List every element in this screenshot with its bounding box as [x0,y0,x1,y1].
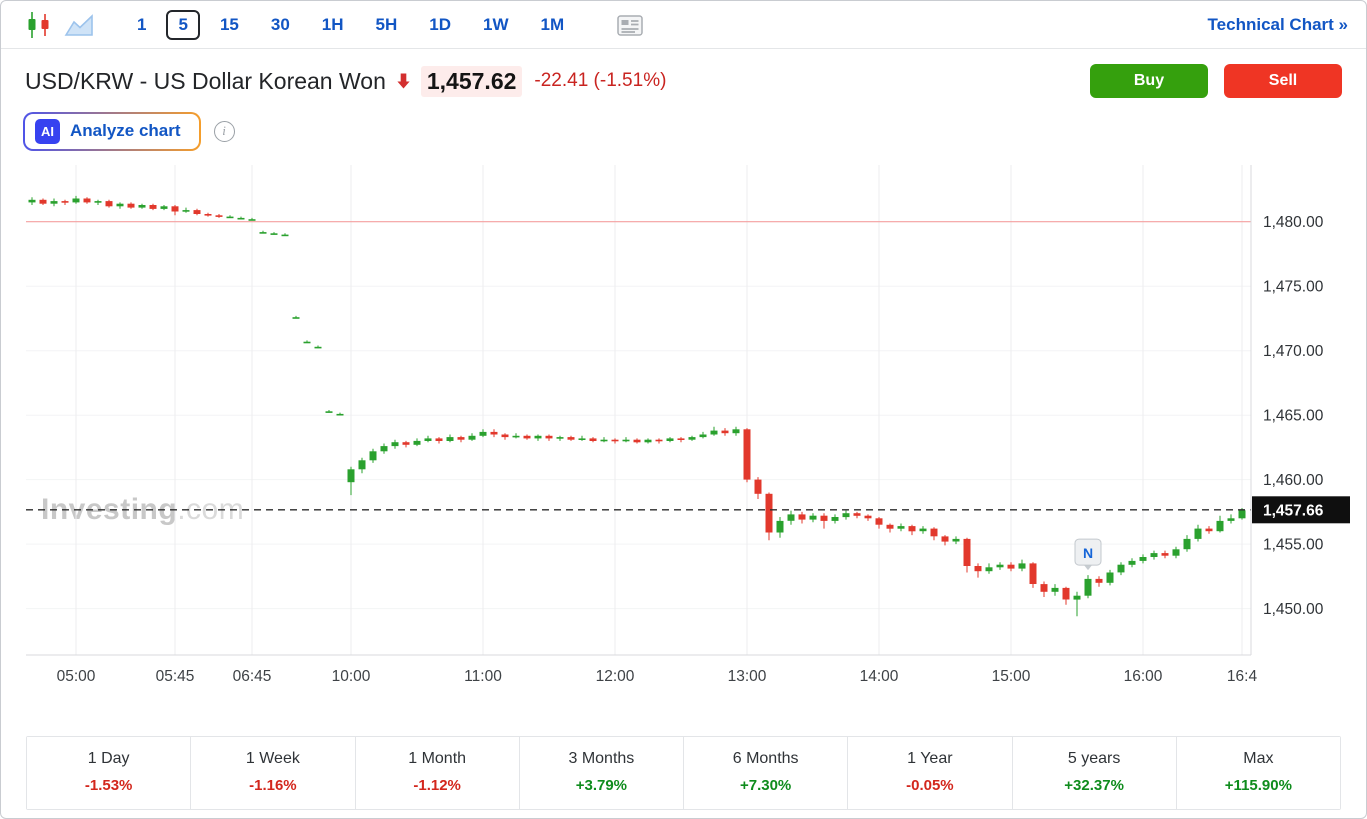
chart-toolbar: 1 5 15 30 1H 5H 1D 1W 1M Technical Chart » [1,1,1366,49]
performance-period-label: 1 Day [87,750,130,767]
svg-text:15:00: 15:00 [992,668,1031,685]
performance-cell[interactable]: 1 Month -1.12% [354,737,519,809]
performance-value: +3.79% [575,777,628,794]
performance-cell[interactable]: 5 years +32.37% [1011,737,1176,809]
interval-1-button[interactable]: 1 [137,14,147,34]
svg-text:16:4: 16:4 [1227,668,1258,685]
price-down-arrow-icon [396,72,411,90]
svg-text:13:00: 13:00 [728,668,767,685]
svg-text:1,455.00: 1,455.00 [1263,537,1324,554]
svg-text:1,480.00: 1,480.00 [1263,214,1324,231]
buy-button[interactable]: Buy [1090,64,1208,98]
svg-text:05:45: 05:45 [156,668,195,685]
news-marker-icon[interactable]: N [1074,538,1102,571]
performance-value: -0.05% [906,777,954,794]
performance-value: +32.37% [1064,777,1124,794]
svg-text:1,475.00: 1,475.00 [1263,279,1324,296]
instrument-title: USD/KRW - US Dollar Korean Won [25,67,386,94]
performance-cell[interactable]: 1 Day -1.53% [27,737,191,809]
performance-period-label: 3 Months [568,750,635,767]
performance-period-label: 1 Week [245,750,300,767]
svg-text:06:45: 06:45 [233,668,272,685]
interval-1W-button[interactable]: 1W [482,14,509,34]
news-icon[interactable] [610,7,650,43]
svg-text:16:00: 16:00 [1124,668,1163,685]
candlestick-chart[interactable]: 05:00 05:45 06:45 10:00 11:00 12:00 13:00 14:00… [26,165,1367,690]
performance-cell[interactable]: 1 Week -1.16% [190,737,355,809]
info-icon[interactable]: i [213,120,235,142]
performance-cell[interactable]: Max +115.90% [1175,737,1340,809]
performance-cell[interactable]: 6 Months +7.30% [683,737,848,809]
svg-text:1,460.00: 1,460.00 [1263,472,1324,489]
price-change: -22.41 (-1.51%) [534,70,667,91]
performance-value: -1.12% [413,777,461,794]
chart-area: Investing.com 05:00 05:45 06:45 10:00 11:00 1… [1,165,1366,710]
candlestick-chart-icon[interactable] [19,7,59,43]
svg-text:14:00: 14:00 [860,668,899,685]
svg-text:12:00: 12:00 [596,668,635,685]
performance-value: +7.30% [739,777,792,794]
performance-period-label: Max [1243,750,1274,767]
analyze-chart-button[interactable]: AI Analyze chart [23,111,201,151]
last-price: 1,457.62 [420,65,523,97]
svg-text:10:00: 10:00 [332,668,371,685]
interval-5-button[interactable]: 5 [166,9,200,40]
performance-strip: 1 Day -1.53% 1 Week -1.16% 1 Month -1.12% 3 Mo… [26,736,1341,810]
performance-period-label: 1 Year [907,750,953,767]
interval-buttons: 1 5 15 30 1H 5H 1D 1W 1M [125,9,576,40]
sell-button[interactable]: Sell [1224,64,1342,98]
performance-period-label: 5 years [1067,750,1121,767]
interval-1D-button[interactable]: 1D [429,14,451,34]
performance-period-label: 1 Month [408,750,467,767]
svg-text:1,450.00: 1,450.00 [1263,601,1324,618]
analyze-chart-label: Analyze chart [70,121,181,140]
interval-30-button[interactable]: 30 [270,14,290,34]
technical-chart-link[interactable]: Technical Chart » [1207,14,1348,34]
ai-badge-icon: AI [35,118,60,144]
analyze-row: AI Analyze chart i [1,111,1366,151]
current-price-label: 1,457.66 [1252,496,1350,524]
instrument-header: USD/KRW - US Dollar Korean Won 1,457.62 … [1,63,1366,99]
performance-cell[interactable]: 1 Year -0.05% [847,737,1012,809]
performance-value: +115.90% [1224,777,1292,794]
performance-period-label: 6 Months [732,750,799,767]
svg-text:1,457.66: 1,457.66 [1263,502,1324,519]
interval-5H-button[interactable]: 5H [375,14,398,34]
area-chart-icon[interactable] [59,7,99,43]
performance-value: -1.16% [249,777,297,794]
interval-1M-button[interactable]: 1M [540,14,565,34]
svg-text:11:00: 11:00 [464,668,502,685]
svg-text:1,465.00: 1,465.00 [1263,408,1324,425]
svg-text:05:00: 05:00 [57,668,96,685]
interval-15-button[interactable]: 15 [219,14,239,34]
svg-text:N: N [1083,545,1093,561]
candlestick-chart-holder: 05:00 05:45 06:45 10:00 11:00 12:00 13:00 14:00… [26,165,1366,690]
performance-value: -1.53% [84,777,133,794]
svg-text:1,470.00: 1,470.00 [1263,343,1324,360]
performance-cell[interactable]: 3 Months +3.79% [518,737,683,809]
interval-1H-button[interactable]: 1H [321,14,344,34]
